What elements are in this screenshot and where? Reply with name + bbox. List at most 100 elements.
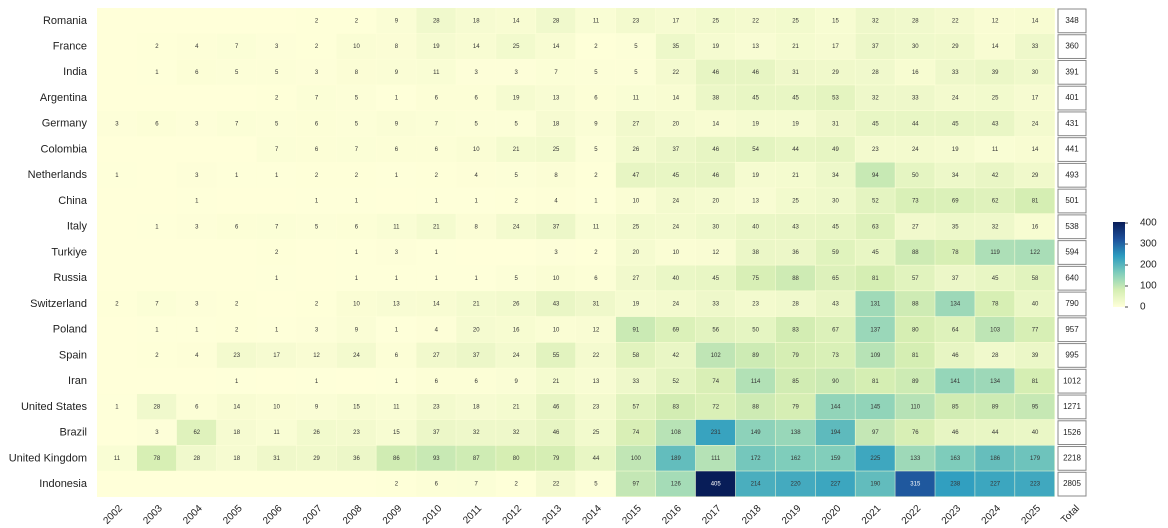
heatmap-cell — [136, 213, 177, 240]
cell-label: 109 — [870, 353, 881, 359]
cell-label: 1 — [155, 327, 159, 333]
cell-label: 32 — [992, 224, 999, 230]
heatmap-cell — [536, 316, 576, 343]
heatmap-cell — [216, 368, 257, 394]
heatmap-cell — [935, 445, 975, 471]
total-label: 1526 — [1063, 428, 1081, 437]
heatmap-cell — [336, 342, 376, 368]
y-tick-label: Indonesia — [39, 478, 88, 490]
heatmap-cell — [256, 136, 297, 162]
cell-label: 89 — [912, 379, 919, 385]
cell-label: 10 — [353, 44, 360, 50]
cell-label: 214 — [751, 482, 762, 488]
cell-label: 45 — [752, 96, 759, 102]
cell-label: 18 — [473, 18, 480, 24]
heatmap-cell — [536, 419, 576, 446]
heatmap-cell — [735, 188, 776, 214]
cell-label: 28 — [872, 70, 879, 76]
heatmap-cell — [975, 59, 1015, 85]
heatmap-cell — [456, 85, 496, 111]
cell-label: 46 — [952, 430, 959, 436]
cell-label: 6 — [395, 353, 399, 359]
cell-label: 5 — [514, 173, 518, 179]
cell-label: 1 — [594, 199, 598, 205]
cell-label: 5 — [275, 70, 279, 76]
heatmap-cell — [855, 136, 895, 162]
heatmap-cell — [136, 445, 177, 471]
heatmap-cell — [536, 342, 576, 368]
y-tick-label: Netherlands — [28, 169, 88, 181]
heatmap-cell — [695, 239, 736, 265]
heatmap-cell — [815, 239, 855, 265]
heatmap-cell — [815, 8, 855, 34]
heatmap-cell — [615, 239, 656, 265]
cell-label: 46 — [712, 70, 719, 76]
heatmap-cell — [855, 316, 895, 343]
heatmap-cell — [775, 265, 815, 291]
heatmap-cell — [655, 342, 696, 368]
heatmap-cell — [136, 110, 177, 137]
heatmap-cell — [815, 136, 855, 162]
total-label: 431 — [1065, 119, 1079, 128]
cell-label: 3 — [195, 302, 199, 308]
x-tick-label: 2010 — [421, 503, 445, 527]
heatmap-cell — [456, 394, 496, 420]
cell-label: 31 — [273, 456, 280, 462]
cell-label: 21 — [473, 302, 480, 308]
x-tick-label: 2017 — [700, 503, 724, 527]
cell-label: 25 — [712, 18, 719, 24]
heatmap-cell — [576, 342, 616, 368]
heatmap-cell — [975, 8, 1015, 34]
heatmap-cell — [735, 368, 776, 394]
y-tick-label: Germany — [42, 118, 88, 130]
heatmap-cell — [735, 59, 776, 85]
cell-label: 4 — [195, 353, 199, 359]
cell-label: 1 — [395, 327, 399, 333]
cell-label: 3 — [514, 70, 518, 76]
x-tick-label: 2023 — [940, 503, 964, 527]
cell-label: 15 — [393, 430, 400, 436]
cell-label: 29 — [832, 70, 839, 76]
heatmap-cell — [536, 33, 576, 59]
heatmap-cell — [256, 85, 297, 111]
heatmap-cell — [1015, 8, 1055, 34]
heatmap-cell — [895, 239, 935, 265]
cell-label: 1 — [315, 199, 319, 205]
cell-label: 30 — [832, 199, 839, 205]
heatmap-cell — [775, 162, 815, 188]
heatmap-cell — [496, 162, 536, 188]
heatmap-cell — [815, 394, 855, 420]
cell-label: 97 — [872, 430, 879, 436]
heatmap-cell — [975, 110, 1015, 137]
heatmap-cell — [336, 136, 376, 162]
cell-label: 32 — [872, 18, 879, 24]
heatmap-cell — [935, 110, 975, 137]
heatmap-cell — [296, 316, 336, 343]
cell-label: 19 — [752, 121, 759, 127]
heatmap-cell — [815, 33, 855, 59]
heatmap-cell — [695, 419, 736, 446]
cell-label: 79 — [553, 456, 560, 462]
heatmap-cell — [536, 162, 576, 188]
heatmap-cell — [496, 445, 536, 471]
heatmap-cell — [376, 33, 416, 59]
cell-label: 119 — [990, 250, 1000, 256]
heatmap-cell — [336, 59, 376, 85]
cell-label: 2 — [395, 482, 399, 488]
cell-label: 22 — [553, 482, 560, 488]
heatmap-cell — [576, 8, 616, 34]
cell-label: 4 — [435, 327, 439, 333]
heatmap-cell — [496, 136, 536, 162]
cell-label: 1 — [115, 173, 119, 179]
cell-label: 12 — [712, 250, 719, 256]
cell-label: 83 — [792, 327, 799, 333]
cell-label: 11 — [992, 147, 999, 153]
heatmap-cell — [855, 213, 895, 240]
cell-label: 27 — [633, 121, 640, 127]
cell-label: 24 — [672, 199, 679, 205]
heatmap-cell — [416, 316, 456, 343]
heatmap-cell — [376, 213, 416, 240]
cell-label: 1 — [475, 199, 479, 205]
heatmap-cell — [775, 59, 815, 85]
